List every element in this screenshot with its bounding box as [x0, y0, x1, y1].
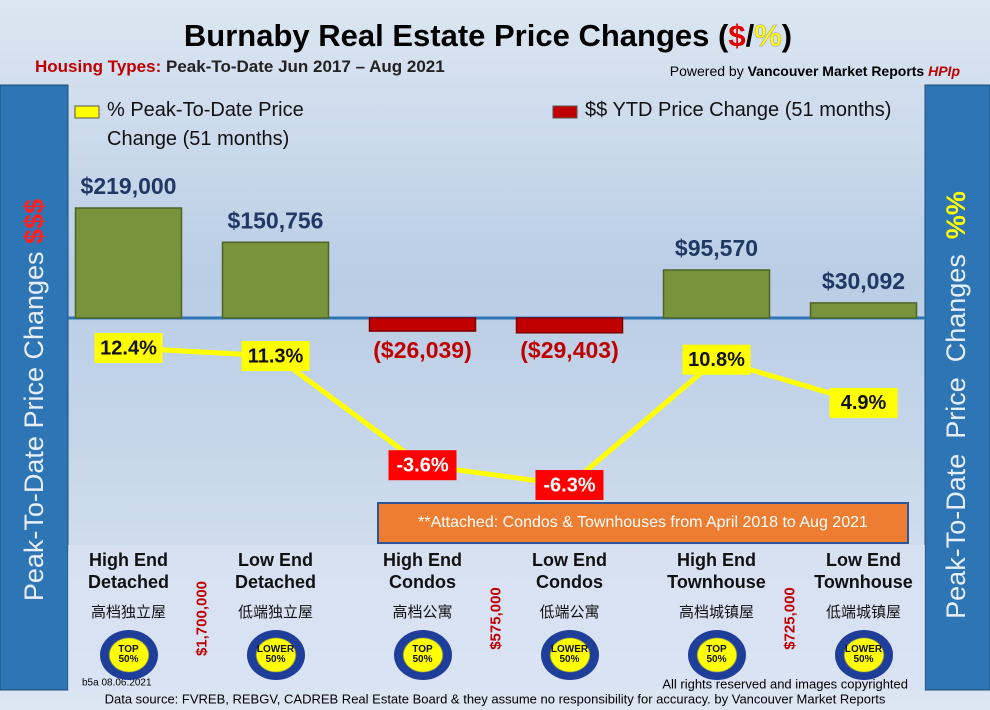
chinese-label: 高档独立屋	[90, 604, 166, 621]
right-side-text: Peak-To-Date Price Changes	[941, 254, 971, 619]
legend-box: $$ YTD Price Change (51 months)	[585, 99, 892, 121]
bar	[221, 241, 330, 319]
badge: LOWER 50%	[246, 630, 305, 680]
line-value-label: 10.8%	[688, 349, 745, 371]
footer-code: b5a 08.06.2021	[82, 678, 152, 689]
bar-value-label: ($26,039)	[373, 337, 471, 363]
title-text: Burnaby Real Estate Price Changes (	[184, 18, 729, 53]
line-value-label: -3.6%	[396, 455, 448, 477]
chinese-label: 低端公寓	[539, 604, 600, 621]
price-threshold: $575,000	[487, 587, 505, 650]
legend-box: % Peak-To-Date Price Change (51 months)	[107, 99, 304, 150]
subtitle: Housing Types: Peak-To-Date Jun 2017 – A…	[35, 57, 445, 76]
bar	[368, 317, 477, 332]
note: **Attached: Condos & Townhouses from Apr…	[418, 514, 868, 531]
category-label: High End Detached	[87, 550, 170, 592]
right-side-label: Peak-To-Date Price Changes %%	[941, 191, 971, 619]
bar	[74, 207, 183, 319]
category-label: Low End Detached	[234, 550, 317, 592]
bar-value-label: $150,756	[228, 207, 324, 233]
legend-label: % Peak-To-Date Price Change (51 months)	[107, 99, 304, 150]
left-panel	[0, 84, 69, 691]
powered-hpi: HPIp	[928, 63, 960, 79]
title: Burnaby Real Estate Price Changes ($/%)	[184, 18, 792, 53]
left-side-symbol: $$$	[19, 199, 49, 244]
chinese-label: 低端独立屋	[237, 604, 313, 621]
footer-source: Data source: FVREB, REBGV, CADREB Real E…	[105, 691, 886, 706]
title-dollar: $	[728, 18, 745, 53]
chinese-label: 高档公寓	[392, 604, 453, 621]
bar	[809, 302, 918, 319]
line-label-box	[388, 450, 457, 481]
bar	[662, 269, 771, 319]
right-side-symbol: %%	[941, 191, 971, 239]
subtitle-text: Peak-To-Date Jun 2017 – Aug 2021	[166, 57, 445, 76]
category-label: Low End Townhouse	[814, 550, 913, 592]
right-panel	[924, 84, 990, 691]
title-slash: /	[746, 18, 755, 53]
bar-value-label: ($29,403)	[520, 337, 618, 363]
line-label-box	[241, 341, 310, 372]
badge: LOWER 50%	[540, 630, 599, 680]
price-threshold: $725,000	[781, 587, 799, 650]
line-value-label: 4.9%	[841, 392, 887, 414]
line-value-label: 11.3%	[248, 345, 304, 367]
line-label-box	[535, 470, 604, 500]
bar-value-label: $219,000	[81, 173, 177, 199]
category-label: High End Condos	[383, 550, 462, 592]
legend-swatch	[552, 105, 578, 119]
badge: LOWER 50%	[834, 630, 893, 680]
legend-label: $$ YTD Price Change (51 months)	[585, 99, 892, 121]
footer-rights: All rights reserved and images copyright…	[662, 676, 908, 691]
badge: TOP 50%	[687, 630, 746, 680]
legend-swatch	[74, 105, 100, 119]
subtitle-label: Housing Types:	[35, 57, 161, 76]
line	[128, 345, 865, 488]
title-percent: %	[754, 18, 782, 53]
note-box	[377, 502, 909, 544]
bar	[515, 317, 624, 334]
bar-value-label: $30,092	[822, 268, 905, 294]
powered-by: Powered by Vancouver Market Reports HPIp	[670, 63, 961, 79]
badge: TOP 50%	[99, 630, 158, 680]
bar-value-label: $95,570	[675, 235, 758, 261]
chinese-label: 低端城镇屋	[825, 604, 901, 621]
line-value-label: 12.4%	[100, 337, 157, 359]
price-threshold: $1,700,000	[193, 580, 211, 657]
left-side-label: Peak-To-Date Price Changes $$$	[19, 199, 49, 601]
category-label: Low End Condos	[532, 550, 607, 592]
label-area	[68, 545, 925, 690]
line-label-box	[829, 387, 898, 418]
title-close: )	[782, 18, 792, 53]
powered-text: Powered by	[670, 63, 744, 79]
badge: TOP 50%	[393, 630, 452, 680]
powered-brand: Vancouver Market Reports	[748, 63, 925, 79]
line-label-box	[682, 344, 751, 375]
line-label-box	[94, 333, 163, 363]
category-label: High End Townhouse	[667, 550, 766, 592]
left-side-text: Peak-To-Date Price Changes	[19, 251, 49, 601]
chinese-label: 高档城镇屋	[678, 604, 754, 621]
line-value-label: -6.3%	[543, 474, 595, 496]
